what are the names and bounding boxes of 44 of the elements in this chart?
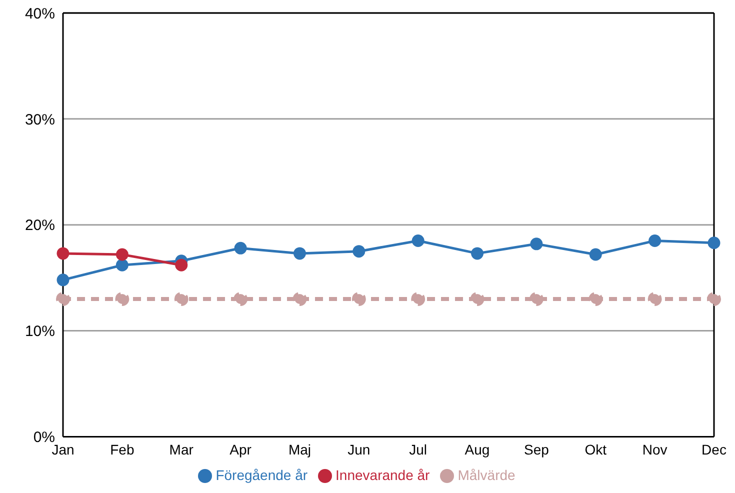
x-tick-label: Feb [110, 442, 134, 458]
point [529, 292, 544, 306]
point [234, 242, 247, 254]
x-tick-label: Aug [464, 442, 490, 458]
point [411, 292, 426, 306]
point [648, 234, 662, 247]
legend-label: Målvärde [458, 466, 516, 483]
point [352, 292, 366, 306]
point [588, 292, 603, 306]
y-tick-label: 30% [24, 111, 55, 128]
point [56, 292, 70, 306]
point [56, 247, 70, 260]
y-tick-label: 10% [24, 323, 55, 340]
point [707, 292, 721, 306]
point [471, 247, 484, 260]
x-tick-label: Jul [409, 442, 428, 458]
point [234, 292, 248, 306]
point [530, 238, 543, 250]
point [56, 274, 70, 286]
point [174, 292, 188, 306]
legend-label: Föregående år [216, 466, 308, 483]
point [648, 292, 662, 306]
point [708, 236, 720, 250]
point [470, 292, 484, 306]
point [116, 248, 128, 261]
x-tick-label: Dec [702, 442, 726, 458]
x-tick-label: Maj [288, 442, 312, 458]
point [116, 258, 128, 272]
x-tick-label: Jun [348, 442, 370, 458]
point [589, 248, 602, 261]
point [293, 247, 306, 260]
y-tick-label: 40% [24, 5, 55, 22]
point [412, 234, 424, 247]
x-tick-label: Sep [524, 442, 550, 458]
point [352, 245, 366, 258]
x-tick-label: Apr [230, 442, 252, 458]
legend-label: Innevarande år [336, 466, 430, 483]
point [175, 258, 188, 272]
point [115, 292, 130, 306]
point [292, 292, 307, 306]
x-tick-label: Nov [642, 442, 668, 458]
x-tick-label: Mar [169, 442, 194, 458]
y-tick-label: 20% [24, 217, 55, 234]
x-tick-label: Okt [584, 442, 607, 458]
